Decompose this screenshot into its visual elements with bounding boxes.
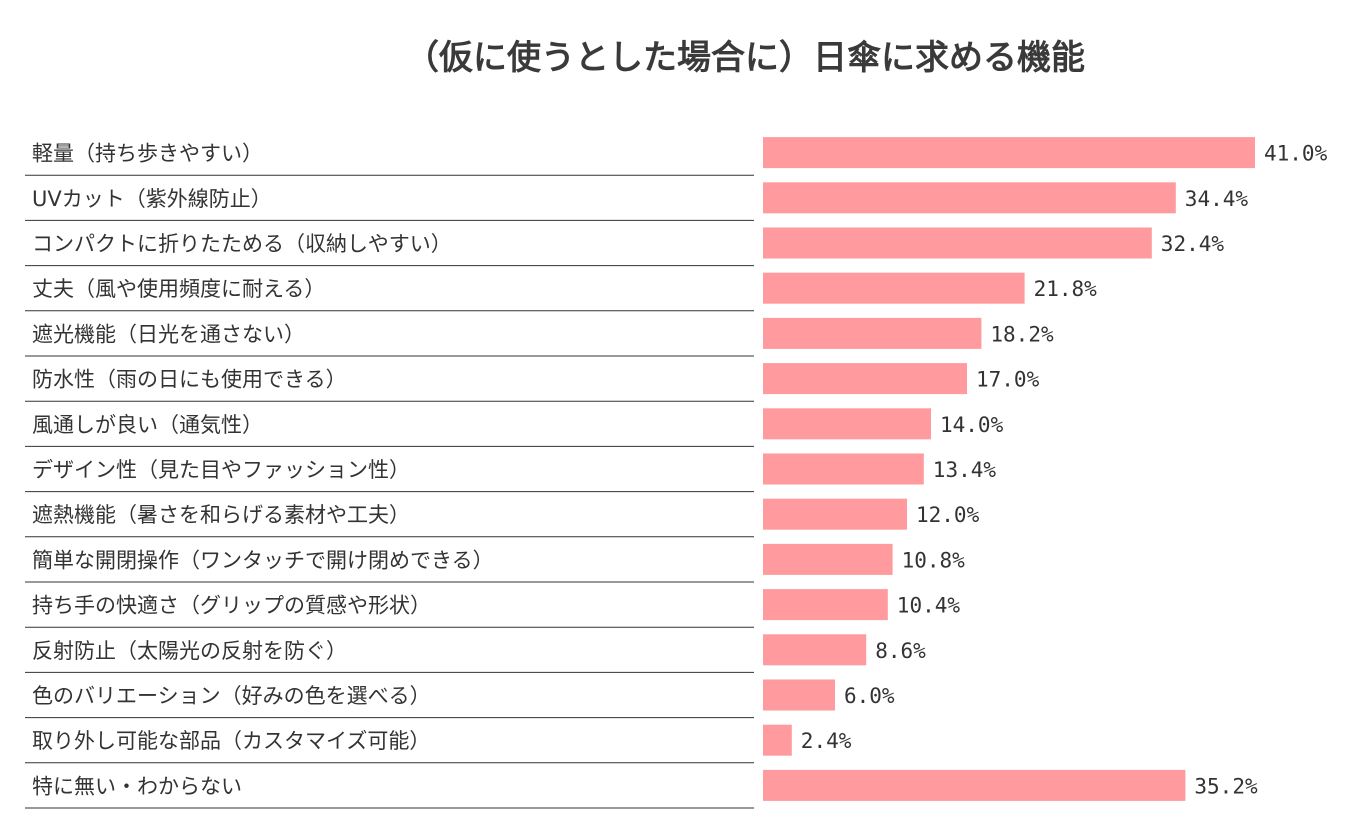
category-label: 遮光機能（日光を通さない） — [32, 322, 305, 346]
category-label: 防水性（雨の日にも使用できる） — [32, 368, 347, 392]
category-label: デザイン性（見た目やファッション性） — [32, 458, 410, 482]
value-label: 6.0% — [844, 684, 895, 708]
bar — [763, 453, 924, 485]
bar — [763, 498, 907, 530]
value-labels: 41.0% 34.4% 32.4% 21.8% 18.2% 17.0% 14.0% 13.4%… — [801, 142, 1328, 799]
category-label: 簡単な開閉操作（ワンタッチで開け閉めできる） — [32, 548, 494, 572]
value-label: 13.4% — [933, 458, 997, 482]
value-label: 41.0% — [1264, 142, 1328, 166]
value-label: 17.0% — [976, 368, 1040, 392]
row-dividers — [25, 174, 754, 809]
bar — [763, 724, 792, 756]
value-label: 2.4% — [801, 729, 852, 753]
bar — [763, 317, 982, 349]
value-label: 12.0% — [916, 503, 980, 527]
category-label: 特に無い・わからない — [32, 774, 242, 798]
category-label: 風通しが良い（通気性） — [32, 413, 263, 437]
category-label: コンパクトに折りたためる（収納しやすい） — [32, 232, 452, 256]
category-label: 丈夫（風や使用頻度に耐える） — [32, 277, 325, 301]
value-label: 10.8% — [902, 548, 966, 572]
bar — [763, 679, 835, 711]
bar — [763, 227, 1152, 259]
bar — [763, 182, 1176, 214]
bar — [763, 272, 1025, 304]
value-label: 14.0% — [940, 413, 1004, 437]
category-label: 軽量（持ち歩きやすい） — [32, 142, 263, 166]
chart-title: （仮に使うとした場合に）日傘に求める機能 — [405, 38, 1085, 78]
bar — [763, 589, 888, 621]
value-label: 21.8% — [1034, 277, 1098, 301]
bar — [763, 137, 1255, 169]
category-label: UVカット（紫外線防止） — [32, 187, 272, 211]
bar — [763, 769, 1186, 801]
category-label: 取り外し可能な部品（カスタマイズ可能） — [32, 729, 430, 753]
category-label: 色のバリエーション（好みの色を選べる） — [32, 684, 431, 708]
bars — [763, 137, 1255, 801]
value-label: 10.4% — [897, 594, 961, 618]
category-labels: 軽量（持ち歩きやすい） UVカット（紫外線防止） コンパクトに折りたためる（収納しや… — [32, 142, 494, 799]
value-label: 18.2% — [990, 322, 1054, 346]
bar — [763, 543, 893, 575]
value-label: 34.4% — [1185, 187, 1249, 211]
bar — [763, 408, 931, 440]
value-label: 35.2% — [1194, 774, 1258, 798]
bar — [763, 363, 967, 395]
category-label: 持ち手の快適さ（グリップの質感や形状） — [32, 594, 431, 618]
value-label: 32.4% — [1161, 232, 1225, 256]
category-label: 反射防止（太陽光の反射を防ぐ） — [32, 639, 347, 663]
value-label: 8.6% — [875, 639, 926, 663]
bar — [763, 634, 867, 666]
category-label: 遮熱機能（暑さを和らげる素材や工夫） — [32, 503, 410, 527]
